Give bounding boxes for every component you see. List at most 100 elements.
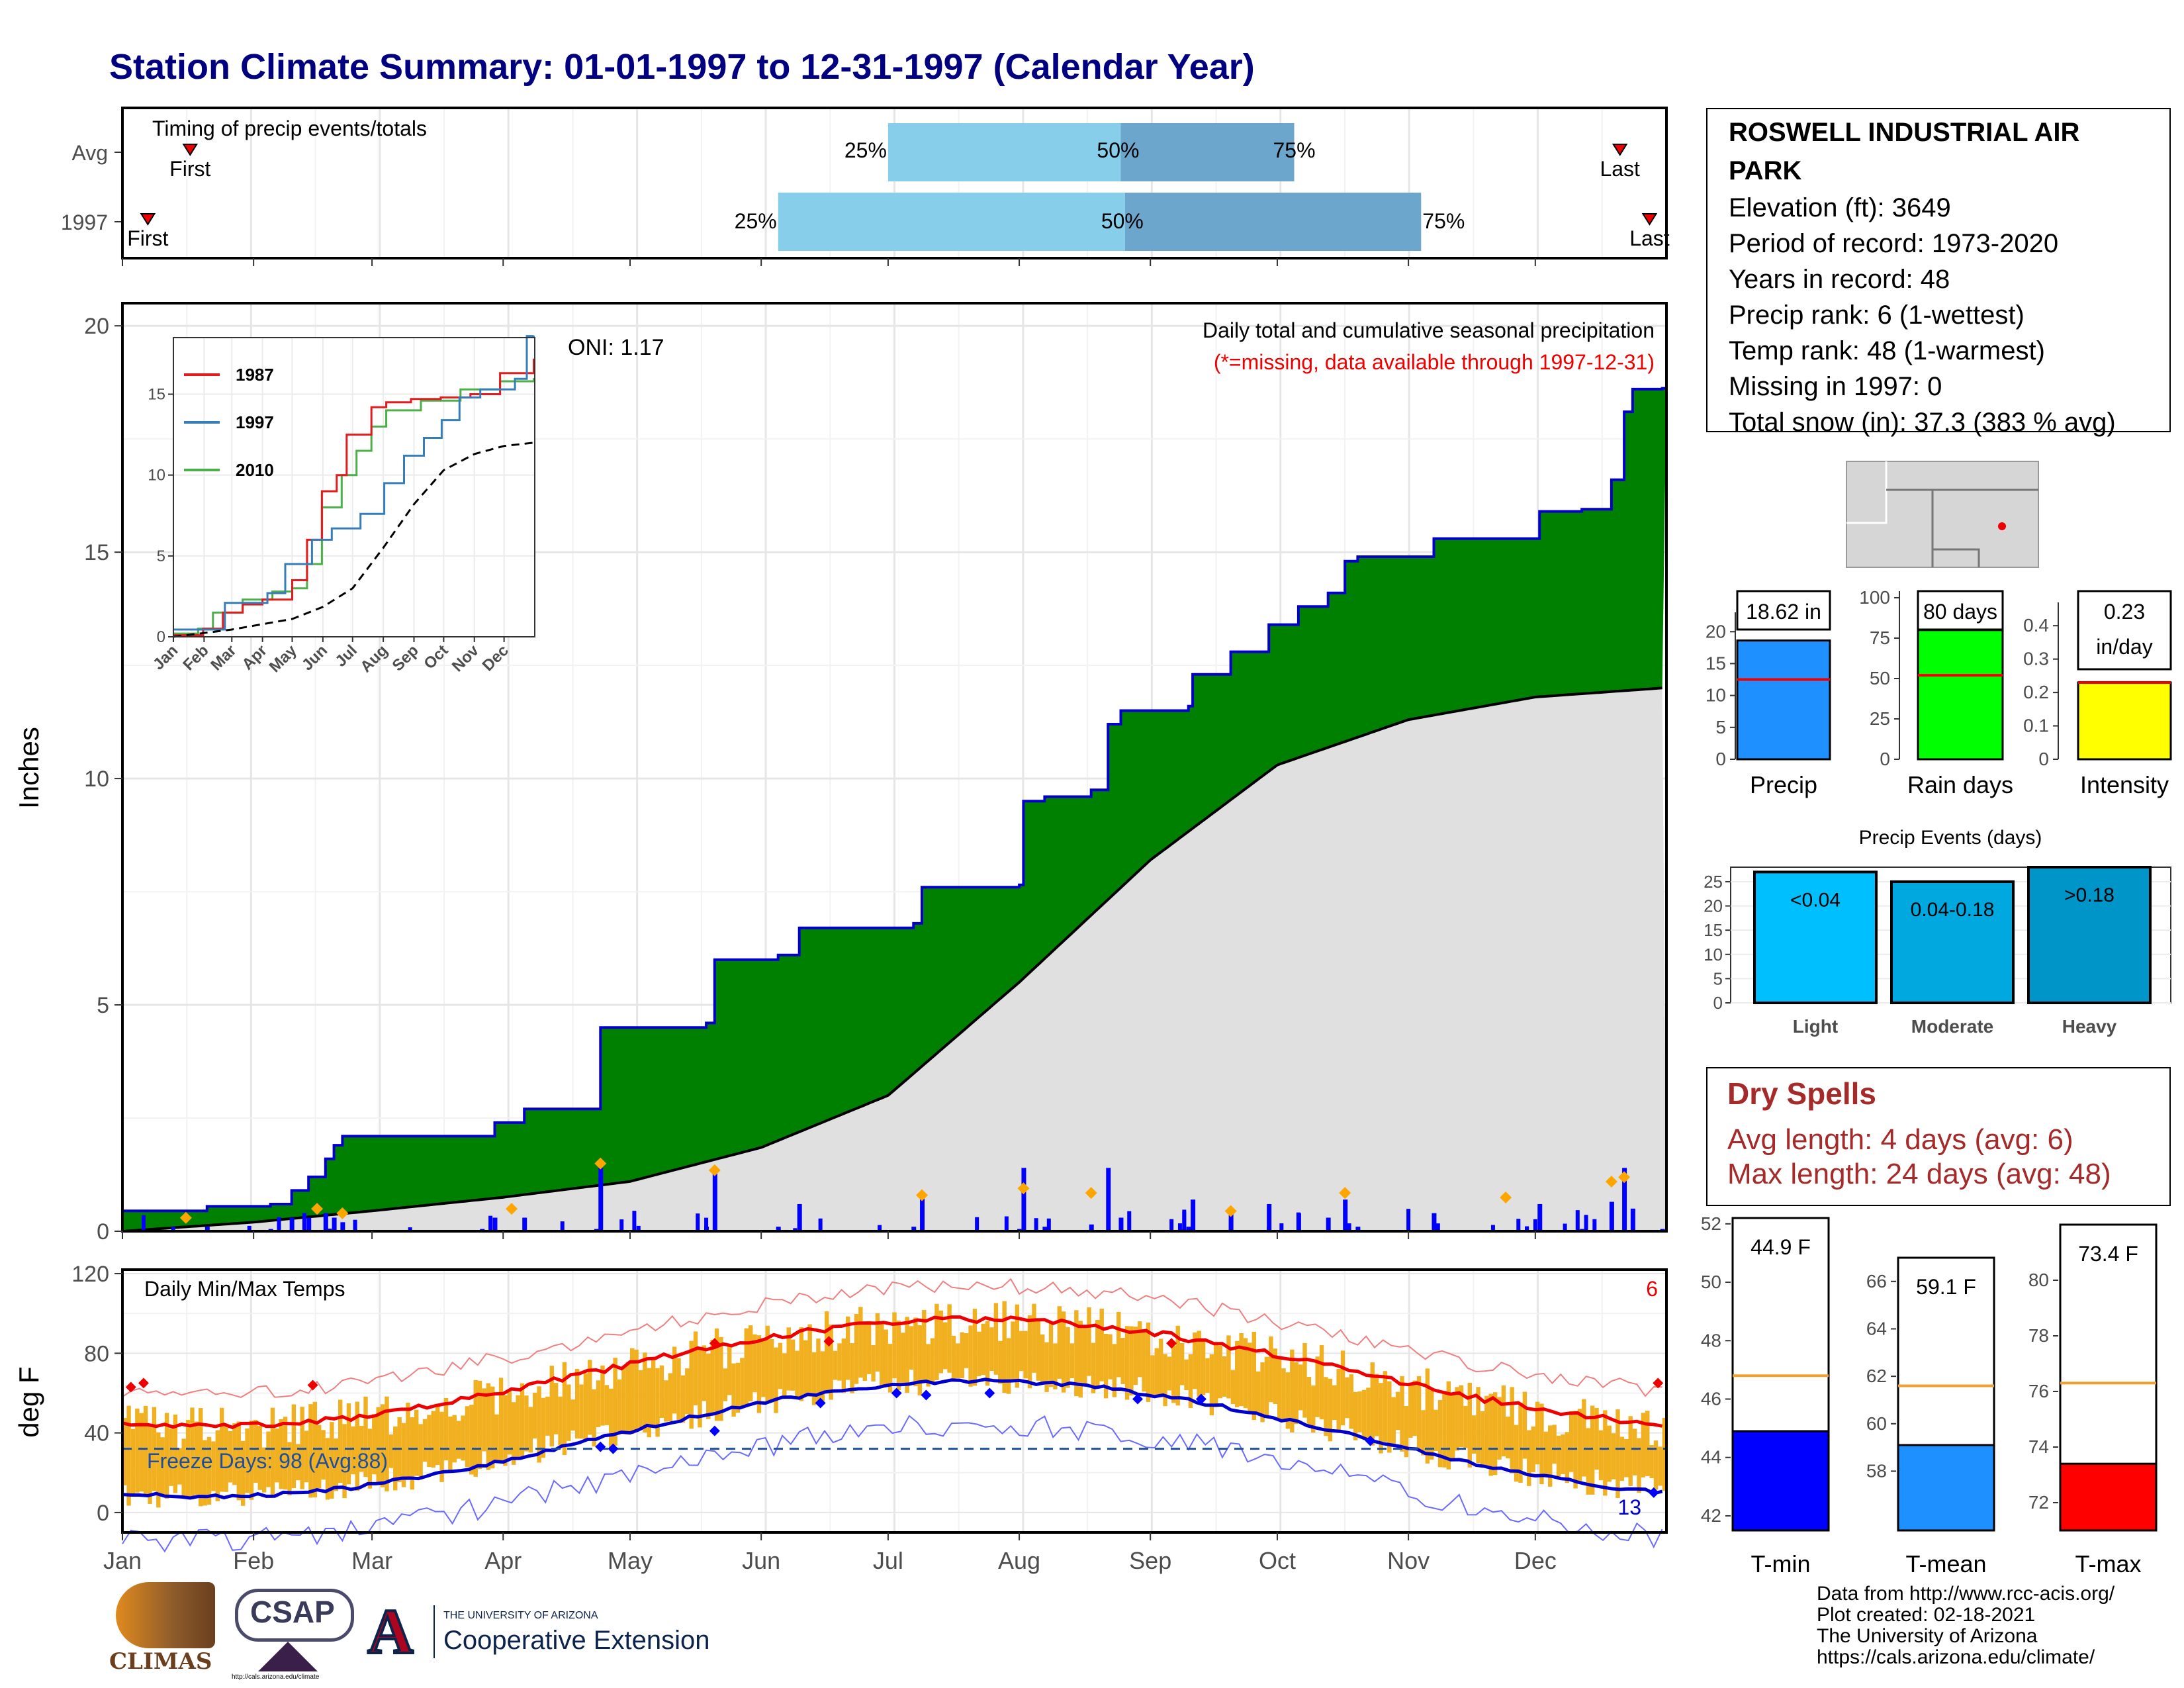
ua-divider <box>433 1605 435 1658</box>
daily-temp-bar <box>325 1438 330 1500</box>
station-missing: Missing in 1997: 0 <box>1729 372 1942 401</box>
daily-temp-bar <box>621 1366 626 1432</box>
daily-temp-bar <box>1374 1374 1379 1436</box>
daily-temp-bar <box>232 1423 237 1485</box>
daily-temp-bar <box>1069 1343 1075 1378</box>
daily-temp-bar <box>998 1340 1003 1384</box>
daily-temp-bar <box>380 1404 385 1487</box>
daily-temp-bar <box>702 1345 707 1401</box>
daily-temp-bar <box>376 1407 381 1483</box>
station-period: Period of record: 1973-2020 <box>1729 229 2059 258</box>
daily-temp-bar <box>1484 1395 1489 1468</box>
events-ytick-label: 15 <box>1704 920 1723 940</box>
daily-precip-bar <box>1525 1226 1529 1231</box>
daily-temp-bar <box>1188 1354 1193 1409</box>
daily-temp-bar <box>1273 1348 1277 1404</box>
summary-ytick-label: 25 <box>1870 708 1890 729</box>
daily-temp-bar <box>1391 1397 1396 1447</box>
summary-ytick-label: 0.3 <box>2023 649 2049 669</box>
daily-temp-bar <box>1277 1357 1282 1419</box>
temp-summary-ytick-label: 46 <box>1701 1388 1721 1409</box>
daily-precip-bar <box>1186 1227 1191 1231</box>
daily-temp-bar <box>1455 1387 1459 1451</box>
record-low-marker-icon <box>984 1387 995 1399</box>
daily-temp-bar <box>689 1340 694 1429</box>
events-title: Precip Events (days) <box>1859 827 2042 849</box>
daily-temp-bar <box>245 1428 250 1493</box>
daily-temp-bar <box>1379 1383 1383 1454</box>
daily-temp-bar <box>410 1417 415 1490</box>
daily-temp-bar <box>211 1441 216 1491</box>
daily-temp-bar <box>507 1391 512 1455</box>
daily-precip-bar <box>1622 1168 1627 1231</box>
station-snow: Total snow (in): 37.3 (383 % avg) <box>1729 408 2116 437</box>
daily-precip-bar <box>332 1217 337 1231</box>
daily-precip-bar <box>1537 1203 1543 1231</box>
daily-temp-bar <box>917 1325 923 1395</box>
dry-spells-max: Max length: 24 days (avg: 48) <box>1727 1158 2111 1190</box>
dry-spells-avg: Avg length: 4 days (avg: 6) <box>1727 1123 2073 1156</box>
daily-temp-bar <box>854 1313 859 1384</box>
daily-temp-bar <box>346 1403 351 1485</box>
record-low-marker-icon <box>608 1443 619 1454</box>
timing-q50-label: 50% <box>1101 209 1144 233</box>
daily-temp-bar <box>782 1353 787 1398</box>
daily-temp-bar <box>1467 1382 1472 1468</box>
month-label: Jun <box>742 1547 780 1574</box>
inset-bg <box>173 338 535 637</box>
daily-temp-bar <box>1082 1326 1087 1385</box>
snow-marker-icon <box>1017 1182 1030 1195</box>
daily-temp-bar <box>1645 1411 1650 1476</box>
daily-temp-bar <box>968 1325 973 1387</box>
daily-temp-bar <box>1201 1340 1206 1395</box>
month-label: Mar <box>351 1547 392 1574</box>
daily-temp-bar <box>156 1432 161 1508</box>
daily-precip-bar <box>1355 1227 1361 1231</box>
daily-precip-bar <box>1630 1208 1635 1231</box>
daily-temp-bar <box>1624 1438 1629 1477</box>
last-marker-icon <box>1612 144 1628 156</box>
month-label: Dec <box>1514 1547 1557 1574</box>
daily-temp-bar <box>558 1396 563 1446</box>
daily-precip-bar <box>636 1225 641 1231</box>
daily-precip-bar <box>1563 1223 1567 1231</box>
daily-precip-bar <box>205 1227 210 1231</box>
daily-temp-bar <box>1531 1427 1535 1472</box>
precip-ylabel: Inches <box>13 727 44 809</box>
summary-value-label: 0.23 <box>2104 600 2145 624</box>
precip-ytick-label: 5 <box>97 993 109 1018</box>
precip-ytick-label: 20 <box>84 314 109 339</box>
daily-temp-bar <box>643 1352 647 1432</box>
station-years: Years in record: 48 <box>1729 265 1950 294</box>
daily-temp-bar <box>985 1321 990 1386</box>
daily-temp-bar <box>1543 1431 1549 1477</box>
inset-series-average <box>173 442 534 638</box>
daily-temp-bar <box>1108 1334 1113 1380</box>
daily-temp-bar <box>385 1396 389 1491</box>
daily-temp-bar <box>795 1350 799 1399</box>
daily-temp-bar <box>1535 1401 1540 1465</box>
daily-precip-bar <box>1406 1209 1411 1231</box>
daily-temp-bar <box>1366 1387 1371 1440</box>
daily-precip-bar <box>1177 1223 1182 1231</box>
daily-temp-bar <box>1158 1338 1163 1397</box>
timing-bar-q25-q50 <box>778 193 1125 251</box>
daily-precip-bar <box>911 1227 917 1231</box>
daily-temp-bar <box>199 1408 203 1507</box>
daily-temp-bar <box>456 1421 461 1459</box>
station-info-box: ROSWELL INDUSTRIAL AIR PARK Elevation (f… <box>1706 108 2171 437</box>
climas-text: CLIMAS <box>109 1648 212 1675</box>
ua-name: THE UNIVERSITY OF ARIZONA <box>443 1610 598 1621</box>
daily-temp-bar <box>143 1405 148 1495</box>
daily-precip-bar <box>797 1203 802 1231</box>
daily-temp-bar <box>194 1421 199 1495</box>
csap-logo: CSAP http://cals.arizona.edu/climate <box>232 1589 354 1681</box>
daily-temp-bar <box>748 1325 753 1401</box>
events-bar-label: Light <box>1793 1016 1838 1037</box>
daily-temp-bar <box>1649 1445 1654 1479</box>
daily-temp-bar <box>850 1343 854 1393</box>
daily-temp-bar <box>774 1347 778 1413</box>
daily-precip-bar <box>1347 1223 1351 1231</box>
daily-temp-bar <box>1433 1409 1438 1451</box>
events-bar-label: Moderate <box>1911 1016 1993 1037</box>
